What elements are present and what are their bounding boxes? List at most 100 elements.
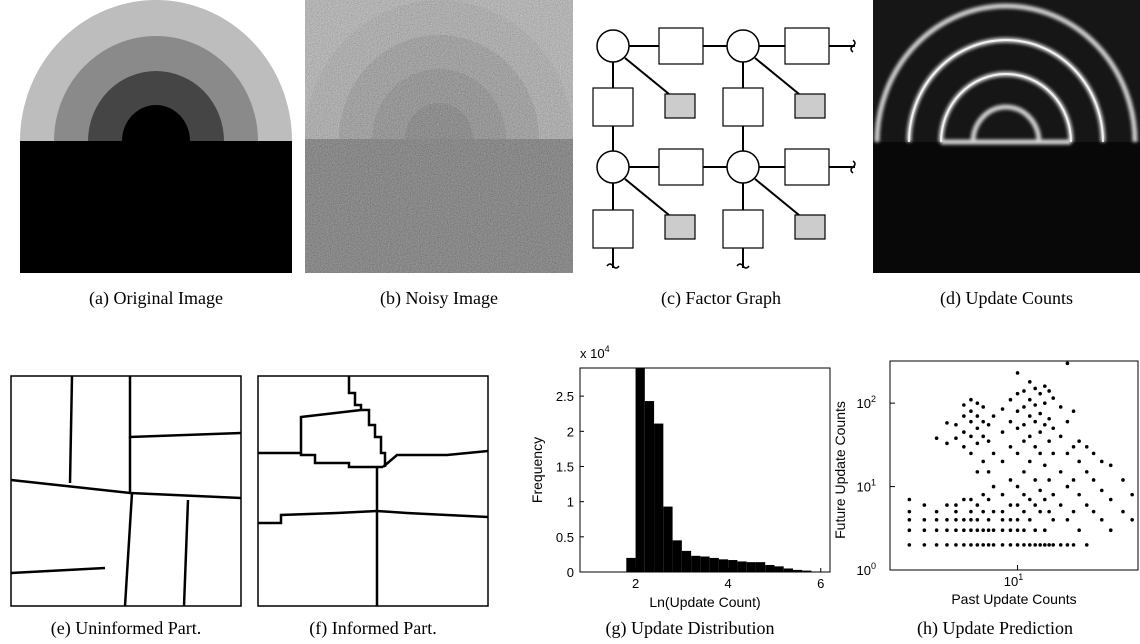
scatter-point — [1033, 478, 1037, 482]
scatter-point — [1027, 543, 1032, 547]
hist-bar — [765, 564, 775, 572]
scatter-point — [1000, 492, 1005, 497]
scatter-point — [1038, 391, 1042, 396]
scatter-point — [1022, 405, 1026, 409]
hist-ytick-label: 0 — [567, 565, 574, 580]
hist-xtick-label: 2 — [632, 576, 639, 591]
scatter-point — [907, 543, 912, 547]
scatter-point — [1022, 423, 1026, 427]
hist-bar — [700, 556, 710, 572]
scatter-point — [1038, 509, 1042, 514]
hist-bar — [644, 401, 655, 572]
scatter-point — [1022, 528, 1026, 532]
scatter-point — [1027, 517, 1032, 522]
scatter-point — [1047, 416, 1051, 421]
scatter-point — [1015, 409, 1020, 414]
scatter-ylabel: Future Update Counts — [832, 401, 848, 539]
scatter-point — [1015, 528, 1020, 532]
scatter-point — [1043, 463, 1047, 468]
scatter-point — [1084, 444, 1089, 449]
scatter-point — [1108, 497, 1113, 502]
scatter-point — [922, 517, 927, 522]
scatter-point — [986, 423, 991, 427]
scatter-point — [1022, 509, 1026, 514]
scatter-point — [945, 441, 949, 446]
scatter-point — [1121, 478, 1125, 482]
scatter-point — [962, 528, 966, 532]
caption-f: (f) Informed Part. — [309, 618, 437, 638]
hist-bar — [709, 557, 719, 572]
scatter-point — [975, 426, 980, 431]
scatter-point — [991, 528, 996, 532]
scatter-point — [1071, 444, 1076, 449]
hist-bar — [654, 423, 664, 572]
scatter-point — [975, 543, 980, 547]
scatter-point — [975, 470, 980, 474]
hist-bar — [728, 560, 738, 572]
scatter-point — [1108, 528, 1113, 532]
scatter-ytick-label: 101 — [857, 478, 876, 495]
caption-a: (a) Original Image — [89, 288, 223, 308]
hist-bar — [663, 506, 673, 572]
scatter-frame — [889, 360, 1139, 571]
scatter-point — [1121, 509, 1125, 514]
hist-bar — [792, 569, 803, 572]
scatter-point — [969, 517, 973, 522]
scatter-point — [1000, 407, 1005, 411]
scatter-point — [981, 492, 985, 497]
scatter-point — [986, 439, 991, 443]
scatter-point — [1091, 478, 1096, 482]
scatter-point — [1008, 419, 1013, 424]
scatter-point — [1077, 439, 1081, 443]
hist-bar — [635, 368, 645, 572]
scatter-point — [907, 509, 912, 514]
scatter-point — [1077, 528, 1081, 532]
hist-bar — [691, 555, 701, 572]
scatter-point — [1022, 543, 1026, 547]
scatter-point — [922, 503, 927, 507]
scatter-point — [991, 484, 996, 489]
scatter-point — [1008, 444, 1013, 449]
scatter-point — [962, 543, 966, 547]
scatter-point — [1038, 488, 1042, 493]
scatter-point — [945, 503, 949, 507]
scatter-point — [981, 405, 985, 409]
scatter-point — [969, 451, 973, 456]
scatter-point — [1051, 426, 1056, 431]
scatter-point — [945, 517, 949, 522]
scatter-point — [986, 497, 991, 502]
hist-bar — [746, 562, 756, 572]
scatter-point — [962, 403, 966, 407]
scatter-point — [934, 528, 939, 532]
scatter-point — [981, 419, 985, 424]
scatter-point — [975, 441, 980, 446]
hist-bar — [783, 568, 793, 572]
scatter-point — [1058, 434, 1063, 439]
scatter-point — [1022, 492, 1026, 497]
hist-bar — [774, 566, 784, 572]
scatter-point — [907, 497, 912, 502]
scatter-point — [1043, 384, 1047, 388]
scatter-point — [1015, 517, 1020, 522]
factor-graph — [592, 27, 856, 269]
scatter-point — [934, 543, 939, 547]
hist-ytick-label: 2.5 — [556, 389, 574, 404]
scatter-point — [969, 528, 973, 532]
scatter-point — [1038, 543, 1042, 547]
scatter-point — [986, 470, 991, 474]
scatter-point — [1099, 488, 1104, 493]
scatter-point — [954, 517, 958, 522]
scatter-point — [922, 528, 927, 532]
scatter-point — [1038, 430, 1042, 434]
scatter-point — [1027, 497, 1032, 502]
scatter-point — [1065, 484, 1070, 489]
scatter-point — [1008, 503, 1013, 507]
scatter-point — [1058, 470, 1063, 474]
scatter-point — [981, 434, 985, 439]
scatter-point — [1047, 389, 1051, 393]
scatter-point — [922, 543, 927, 547]
caption-g: (g) Update Distribution — [605, 618, 775, 638]
scatter-point — [969, 397, 973, 402]
scatter-point — [1047, 543, 1051, 547]
scatter-point — [969, 409, 973, 414]
